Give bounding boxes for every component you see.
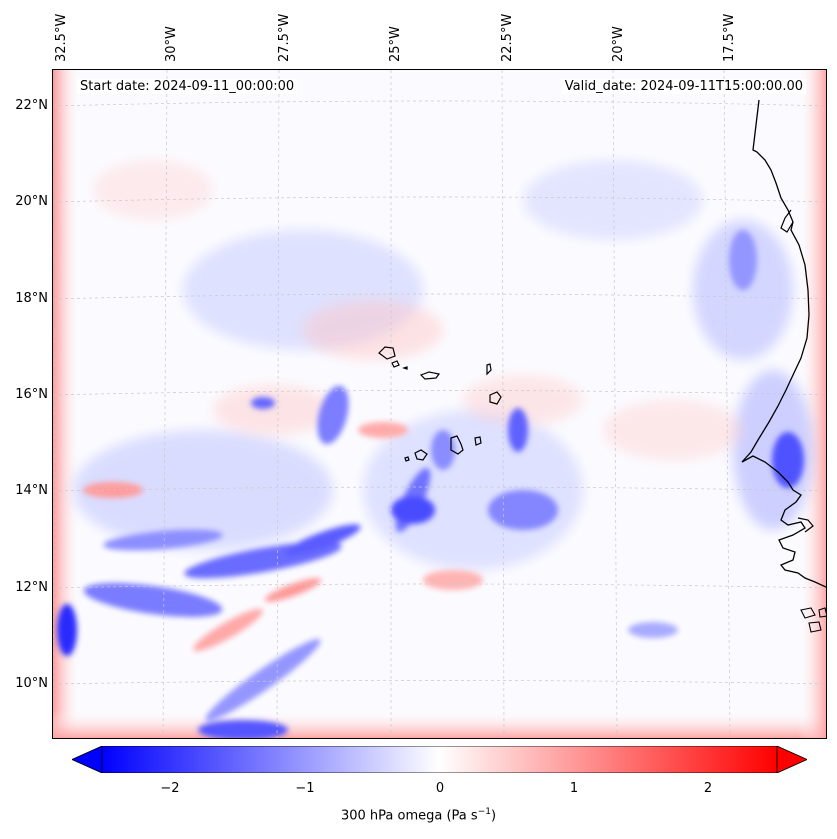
lon-label-30w: 30°W <box>164 26 179 62</box>
island-santa-luzia <box>402 366 408 370</box>
island-fogo <box>414 449 428 461</box>
lat-label-14n: 14°N <box>15 483 48 498</box>
colorbar-tick-neg2: −2 <box>160 781 180 796</box>
colorbar-label: 300 hPa omega (Pa s−1) <box>340 807 497 824</box>
lat-label-22n: 22°N <box>15 98 48 113</box>
island-maio <box>474 436 482 446</box>
lat-label-12n: 12°N <box>15 580 48 595</box>
map-panel[interactable]: Start date: 2024-09-11_00:00:00 Valid_da… <box>52 69 827 739</box>
lat-label-20n: 20°N <box>15 194 48 209</box>
colorbar-extend-min <box>72 746 103 773</box>
lon-label-17-5w: 17.5°W <box>722 13 737 62</box>
diffuse-red-layer <box>93 160 743 460</box>
island-santo-antao <box>378 346 396 360</box>
diffuse-blue-layer <box>73 160 813 570</box>
island-boa-vista <box>489 391 502 405</box>
valid-date-label: Valid_date: 2024-09-11T15:00:00.00 <box>561 79 806 94</box>
colorbar-tick-neg1: −1 <box>295 781 315 796</box>
lon-label-27-5w: 27.5°W <box>277 13 292 62</box>
colorbar-tick-2: 2 <box>703 781 713 796</box>
omega-field-map <box>53 70 826 738</box>
colorbar-units: Pa s <box>451 808 478 824</box>
lat-label-10n: 10°N <box>15 676 48 691</box>
graticule <box>53 70 826 738</box>
lon-label-20w: 20°W <box>611 26 626 62</box>
lat-label-16n: 16°N <box>15 387 48 402</box>
colorbar-units-exponent: −1 <box>477 807 491 817</box>
start-date-label: Start date: 2024-09-11_00:00:00 <box>77 79 298 94</box>
coastline-detail-2 <box>797 517 814 533</box>
island-sal <box>486 363 492 376</box>
island-sao-nicolau <box>419 371 441 380</box>
lon-label-25w: 25°W <box>388 26 403 62</box>
colorbar-body <box>101 746 778 773</box>
colorbar-tick-1: 1 <box>569 781 579 796</box>
africa-coastline <box>741 99 826 588</box>
lat-label-18n: 18°N <box>15 291 48 306</box>
colorbar-extend-max <box>776 746 807 773</box>
colorbar <box>72 746 807 773</box>
lon-label-32-5w: 32.5°W <box>54 13 69 62</box>
lon-label-22-5w: 22.5°W <box>500 13 515 62</box>
island-brava <box>404 456 410 462</box>
colorbar-tick-0: 0 <box>435 781 445 796</box>
coastline-detail-1 <box>780 209 794 233</box>
island-santiago <box>450 435 464 455</box>
bissagos-islands <box>800 607 826 633</box>
strong-blue-layer <box>57 230 804 738</box>
cape-verde-islands <box>378 346 502 462</box>
colorbar-field-name: 300 hPa omega <box>340 808 443 824</box>
edge-band-bottom <box>53 710 826 738</box>
island-sao-vicente <box>391 360 400 368</box>
